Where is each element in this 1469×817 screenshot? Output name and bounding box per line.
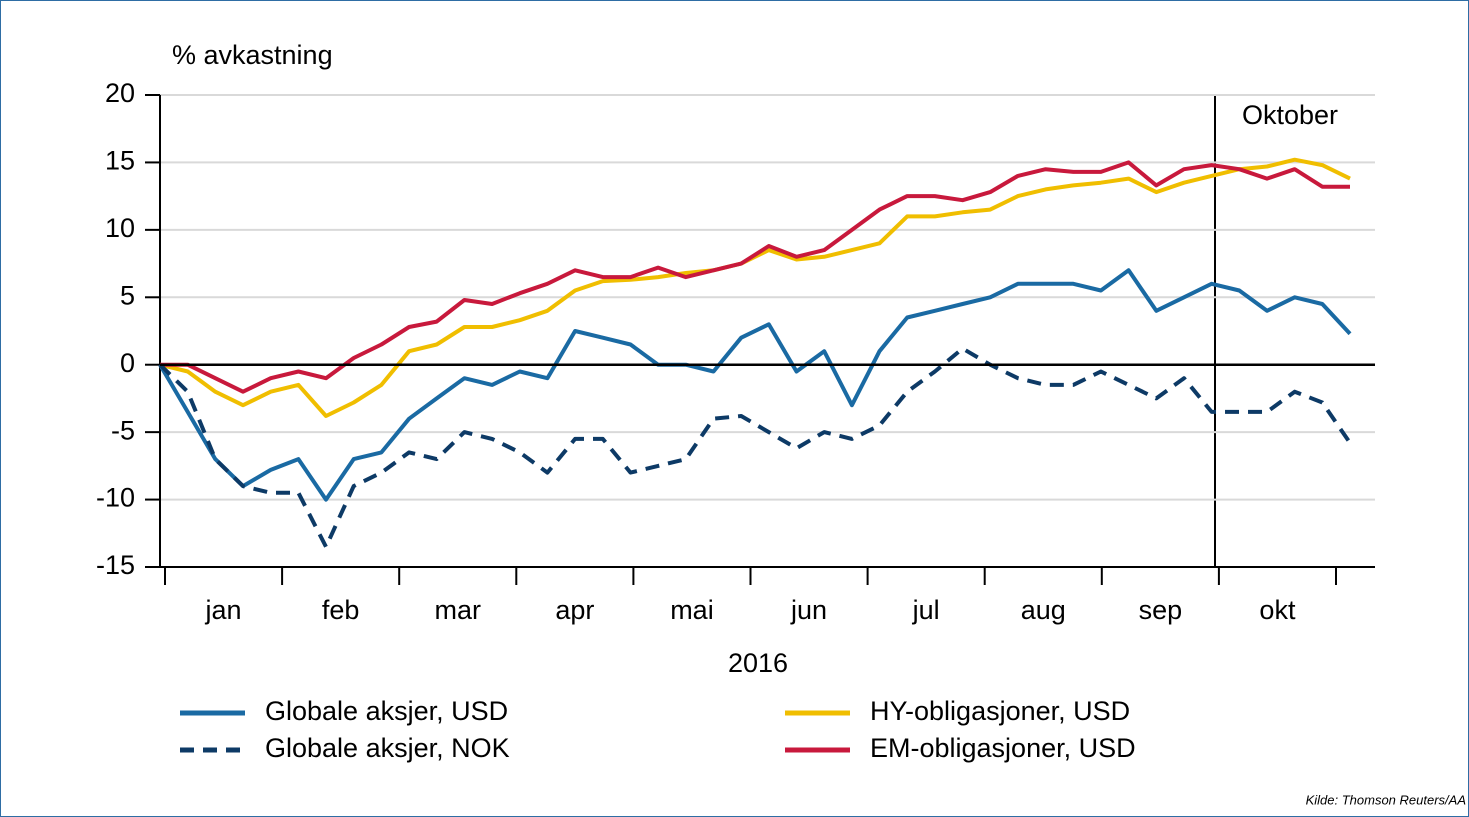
x-tick-label: mar	[435, 595, 482, 625]
x-tick-label: jan	[205, 595, 242, 625]
y-tick-label: 5	[120, 280, 135, 310]
y-axis-label: % avkastning	[172, 40, 333, 70]
series-line	[158, 268, 1352, 502]
legend-label: Globale aksjer, NOK	[265, 733, 510, 763]
x-tick-label: apr	[555, 595, 594, 625]
y-tick-label: -10	[96, 483, 135, 513]
x-tick-label: jun	[790, 595, 827, 625]
x-tick-label: mai	[670, 595, 714, 625]
annotation: Oktober	[1242, 100, 1338, 130]
y-tick-label: 0	[120, 348, 135, 378]
y-tick-label: -5	[111, 415, 135, 445]
x-tick-label: sep	[1139, 595, 1183, 625]
x-tick-label: okt	[1259, 595, 1296, 625]
x-tick-label: feb	[322, 595, 360, 625]
y-tick-label: -15	[96, 550, 135, 580]
x-axis-label: 2016	[728, 648, 788, 678]
y-tick-label: 15	[105, 146, 135, 176]
y-tick-label: 10	[105, 213, 135, 243]
legend-label: HY-obligasjoner, USD	[870, 696, 1130, 726]
legend-label: EM-obligasjoner, USD	[870, 733, 1136, 763]
x-tick-label: jul	[912, 595, 940, 625]
source: Kilde: Thomson Reuters/AA	[1306, 792, 1466, 807]
y-tick-label: 20	[105, 78, 135, 108]
series-line	[160, 160, 1350, 394]
x-tick-label: aug	[1021, 595, 1066, 625]
legend-label: Globale aksjer, USD	[265, 696, 508, 726]
